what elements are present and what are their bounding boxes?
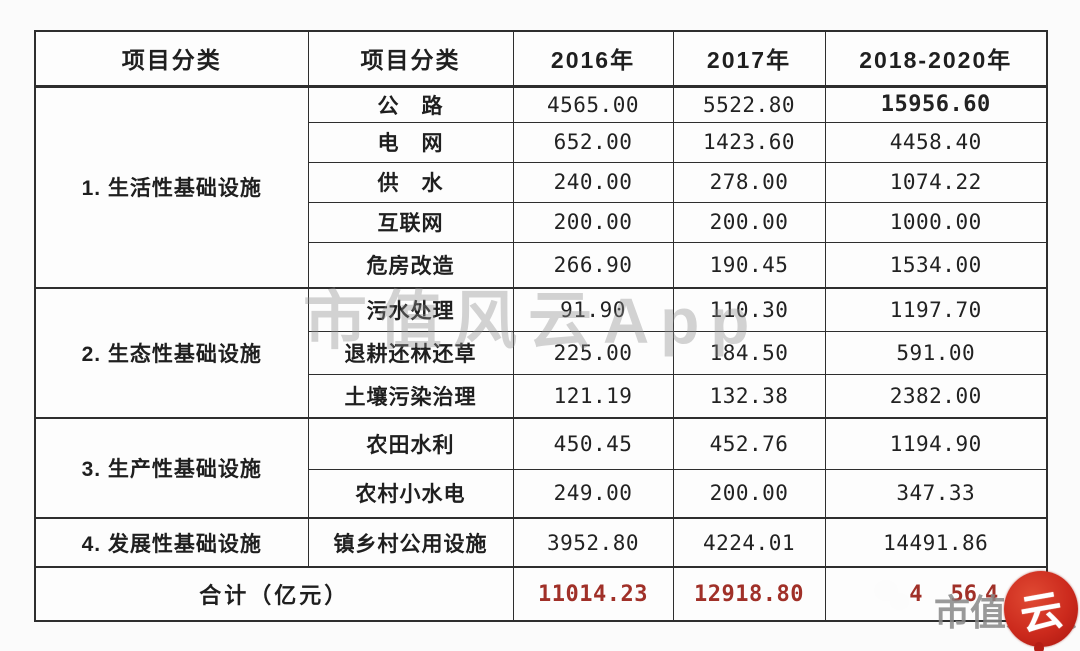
value-2017: 5522.80 [672,85,826,123]
header-category: 项目分类 [34,30,309,88]
value-2017: 184.50 [672,330,826,375]
value-2016: 652.00 [512,121,674,163]
item-cell: 镇乡村公用设施 [307,517,514,568]
value-2016: 91.90 [512,287,674,332]
header-2016: 2016年 [512,30,674,88]
item-cell: 退耕还林还草 [307,330,514,375]
value-2016: 249.00 [512,468,674,519]
table-row: 危房改造 266.90 190.45 1534.00 [35,241,1048,289]
item-cell: 公 路 [307,85,514,123]
value-2017: 110.30 [672,287,826,332]
table-row: 1. 生活性基础设施 公 路 4565.00 5522.80 15956.60 [34,85,1048,289]
value-2017: 200.00 [672,201,826,243]
value-2018-2020: 347.33 [824,468,1048,519]
value-2018-2020: 1197.70 [824,287,1048,332]
value-2017: 4224.01 [672,517,826,568]
value-2016: 121.19 [512,373,674,419]
table-row: 互联网 200.00 200.00 1000.00 [35,201,1048,243]
total-fragment: 4 [985,581,999,607]
header-row: 项目分类 项目分类 2016年 2017年 2018-2020年 [34,30,1048,88]
category-cell-developmental: 4. 发展性基础设施 [34,517,309,568]
value-2017: 190.45 [672,241,826,289]
table-row: 4. 发展性基础设施 镇乡村公用设施 3952.80 4224.01 14491… [34,517,1048,568]
total-fragment: 56 [950,581,978,607]
table-row: 3. 生产性基础设施 农田水利 450.45 452.76 1194.90 [34,417,1048,519]
total-label: 合计（亿元） [34,566,514,622]
brand-seal-icon: 云 [1004,571,1078,651]
value-2016: 4565.00 [512,85,674,123]
total-2016: 11014.23 [512,566,674,622]
value-2018-2020: 4458.40 [824,121,1048,163]
value-2018-2020: 1194.90 [824,417,1048,470]
total-fragment: 4 [909,581,923,607]
table-row: 退耕还林还草 225.00 184.50 591.00 [35,330,1048,375]
item-cell: 污水处理 [307,287,514,332]
white-paint-blob [890,593,909,610]
header-subcategory: 项目分类 [307,30,514,88]
value-2016: 3952.80 [512,517,674,568]
header-2017: 2017年 [672,30,826,88]
value-2018-2020: 14491.86 [824,517,1048,568]
total-2017: 12918.80 [672,566,826,622]
value-2016: 266.90 [512,241,674,289]
value-2018-2020: 1000.00 [824,201,1048,243]
seal-glyph: 云 [1017,587,1067,640]
value-2016: 240.00 [512,161,674,203]
category-cell-ecological: 2. 生态性基础设施 [34,287,309,419]
total-row: 合计（亿元） 11014.23 12918.80 4 56 4 [34,566,1048,622]
table-row: 电 网 652.00 1423.60 4458.40 [35,121,1048,163]
item-cell: 供 水 [307,161,514,203]
table-row: 2. 生态性基础设施 污水处理 91.90 110.30 1197.70 [34,287,1048,419]
item-cell: 电 网 [307,121,514,163]
value-2018-2020: 1534.00 [824,241,1048,289]
header-2018-2020: 2018-2020年 [824,30,1048,88]
value-2018-2020: 1074.22 [824,161,1048,203]
item-cell: 危房改造 [307,241,514,289]
item-cell: 农田水利 [307,417,514,470]
item-cell: 互联网 [307,201,514,243]
value-2018-2020: 15956.60 [824,85,1048,123]
value-2018-2020: 591.00 [824,330,1048,375]
value-2016: 200.00 [512,201,674,243]
value-2017: 132.38 [672,373,826,419]
item-cell: 农村小水电 [307,468,514,519]
rural-infrastructure-table: 项目分类 项目分类 2016年 2017年 2018-2020年 1. 生活性基… [34,30,1048,622]
value-2016: 225.00 [512,330,674,375]
value-2018-2020: 2382.00 [824,373,1048,419]
value-2017: 278.00 [672,161,826,203]
table-row: 农村小水电 249.00 200.00 347.33 [35,468,1048,519]
category-cell-living: 1. 生活性基础设施 [34,85,309,289]
value-2017: 1423.60 [672,121,826,163]
item-cell: 土壤污染治理 [307,373,514,419]
category-cell-productive: 3. 生产性基础设施 [34,417,309,519]
value-2017: 452.76 [672,417,826,470]
value-2016: 450.45 [512,417,674,470]
value-2017: 200.00 [672,468,826,519]
